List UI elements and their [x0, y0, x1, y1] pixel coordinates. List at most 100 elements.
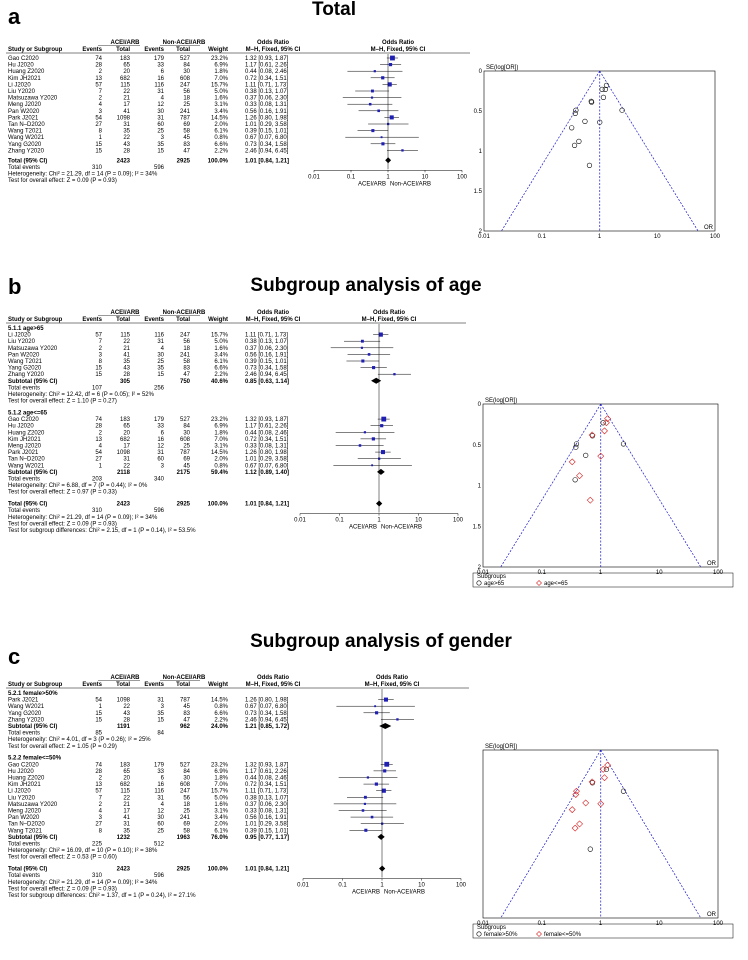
panel-a-cell-total-2: 84: [183, 63, 190, 69]
panel-a-funnel-point-circle: [569, 125, 575, 131]
panel-b-cell-ci: 0.85 [0.63, 1.14]: [245, 379, 289, 385]
panel-b-x-tick-label: 0.1: [335, 518, 344, 524]
panel-a-funnel-ylabel: SE(log[OR]): [486, 65, 518, 71]
panel-c-cell-weight: 3.1%: [214, 808, 228, 814]
panel-c-events-label: Total events: [8, 841, 40, 847]
panel-c-cell-ci: 1.11 [0.71, 1.73]: [245, 789, 288, 795]
panel-c-cell-total-1: 65: [123, 769, 130, 775]
panel-b-cell-ci: 0.67 [0.07, 6.80]: [245, 463, 289, 469]
panel-b-x-tick-label: 10: [415, 518, 422, 524]
panel-a-cell-ci: 0.44 [0.08, 2.46]: [245, 69, 289, 75]
panel-b-cell-weight: 59.4%: [211, 470, 229, 476]
panel-b-cell-weight: 6.9%: [214, 424, 228, 430]
panel-c-study-name: Li J2020: [8, 789, 31, 795]
panel-b-cell-weight: 1.6%: [214, 346, 228, 352]
panel-c-cell-events-2: 25: [157, 828, 164, 834]
panel-c-cell-total-2: 25: [183, 808, 190, 814]
panel-a-cell-events-1: 54: [95, 115, 102, 121]
panel-c-cell-events-2: 30: [157, 815, 164, 821]
panel-a-funnel-xlabel: OR: [704, 225, 714, 231]
panel-a-cell-total-1: 1098: [117, 115, 131, 121]
panel-b-cell-events-1: 2: [99, 430, 103, 436]
panel-c-header-total-2: Total: [176, 682, 190, 688]
panel-b-subgroup-stat: Test for overall effect: Z = 1.10 (P = 0…: [8, 399, 117, 405]
panel-c-funnel-ylabel: SE(log[OR]): [485, 744, 517, 750]
panel-c-events-2: 84: [157, 731, 164, 737]
panel-c-x-tick-label: 0.01: [297, 883, 309, 889]
panel-a-cell-ci: 0.33 [0.08, 1.31]: [245, 102, 289, 108]
panel-b-cell-events-1: 74: [95, 417, 102, 423]
panel-c-effect-square: [364, 828, 368, 832]
panel-c-cell-events-1: 28: [95, 769, 102, 775]
panel-b-cell-events-1: 13: [95, 437, 102, 443]
panel-a-total-label: Total (95% CI): [8, 158, 47, 164]
panel-c-cell-ci: 0.37 [0.06, 2.30]: [245, 802, 289, 808]
panel-a-cell-events-1: 1: [99, 135, 103, 141]
panel-a-funnel-x-tick: 1: [598, 234, 602, 240]
panel-c-header-events-2: Events: [144, 682, 164, 688]
panel-b-study-name: Yang G2020: [8, 366, 42, 372]
panel-c-cell-weight: 100.0%: [208, 867, 229, 873]
panel-c-subtotal-diamond: [377, 833, 385, 840]
panel-b-study-name: Zhang Y2020: [8, 372, 45, 378]
panel-b-cell-total-2: 58: [183, 359, 190, 365]
panel-a-funnel-y-tick: 2: [479, 229, 483, 235]
panel-a-funnel-y-tick: 1.5: [474, 189, 483, 195]
panel-b-funnel-point-circle: [573, 444, 579, 450]
panel-a-cell-total-1: 183: [120, 56, 131, 62]
panel-b-cell-ci: 2.46 [0.94, 6.45]: [245, 372, 289, 378]
panel-c-cell-total-1: 17: [123, 808, 130, 814]
panel-c-subgroup-heading: 5.2.2 female<=50%: [8, 756, 62, 762]
panel-b-cell-total-1: 115: [120, 333, 130, 339]
panel-c-effect-square: [363, 795, 367, 799]
panel-c-cell-events-1: 3: [99, 815, 103, 821]
panel-c-effect-square: [374, 782, 378, 786]
panel-b-favours-right: Non-ACEI/ARB: [381, 525, 422, 531]
panel-b-study-name: Park J2021: [8, 450, 39, 456]
panel-c-x-tick-label: 10: [418, 883, 425, 889]
panel-b-cell-ci: 1.17 [0.61, 2.26]: [245, 424, 289, 430]
panel-b-header-group-2: Non-ACEI/ARB: [163, 310, 206, 316]
panel-c-cell-total-2: 1963: [177, 835, 191, 841]
panel-c-study-name: Kim JH2021: [8, 782, 41, 788]
panel-b-cell-total-2: 47: [183, 372, 190, 378]
panel-a-funnel-point-circle: [586, 162, 593, 168]
panel-a-cell-events-1: 8: [99, 129, 103, 135]
panel-c-effect-square: [374, 705, 377, 708]
panel-b-footer-stat: Test for subgroup differences: Chi² = 2.…: [8, 528, 196, 534]
panel-a-funnel-point-circle: [600, 94, 607, 100]
panel-c-events-2: 512: [154, 841, 165, 847]
panel-a-funnel-x-tick: 0.1: [538, 234, 547, 240]
panel-b-footer-stat: Test for overall effect: Z = 0.09 (P = 0…: [8, 521, 117, 527]
panel-a-effect-square: [371, 89, 374, 93]
panel-b-cell-weight: 3.1%: [214, 443, 228, 449]
panel-b-cell-ci: 1.12 [0.89, 1.40]: [245, 470, 289, 476]
panel-a-total-events-2: 596: [154, 165, 165, 171]
panel-b-cell-weight: 6.6%: [214, 366, 228, 372]
panel-a-cell-total-2: 18: [183, 96, 190, 102]
panel-b-total-label: Total (95% CI): [8, 502, 47, 508]
panel-b-funnel-legend-box: [472, 572, 734, 588]
panel-a-cell-events-1: 3: [99, 109, 103, 115]
panel-c-funnel-point-diamond: [604, 761, 612, 769]
panel-a-cell-total-2: 69: [183, 122, 190, 128]
panel-c-funnel-point-circle: [587, 846, 593, 852]
panel-b-cell-weight: 6.1%: [214, 359, 228, 365]
panel-a-label: a: [8, 4, 21, 29]
panel-a-study-name: Zhang Y2020: [8, 148, 45, 154]
panel-b-cell-ci: 1.01 [0.84, 1.21]: [245, 502, 289, 508]
panel-c-cell-weight: 0.8%: [214, 704, 228, 710]
panel-b-cell-events-1: 57: [95, 333, 102, 339]
panel-b-cell-ci: 0.56 [0.16, 1.91]: [245, 352, 289, 358]
panel-c-total-events-1: 310: [92, 873, 103, 879]
panel-a-funnel-point-circle: [599, 86, 605, 92]
panel-c-study-name: Yang G2020: [8, 711, 42, 717]
panel-a-cell-total-2: 241: [180, 109, 191, 115]
panel-a-cell-events-2: 12: [157, 102, 164, 108]
panel-c-cell-total-1: 22: [123, 704, 130, 710]
panel-a-funnel-point-circle: [588, 98, 594, 104]
panel-a-cell-events-1: 7: [99, 89, 103, 95]
panel-a-study-name: Wang W2021: [8, 135, 45, 141]
panel-c-cell-total-1: 183: [120, 762, 131, 768]
panel-b-cell-total-1: 41: [123, 352, 130, 358]
